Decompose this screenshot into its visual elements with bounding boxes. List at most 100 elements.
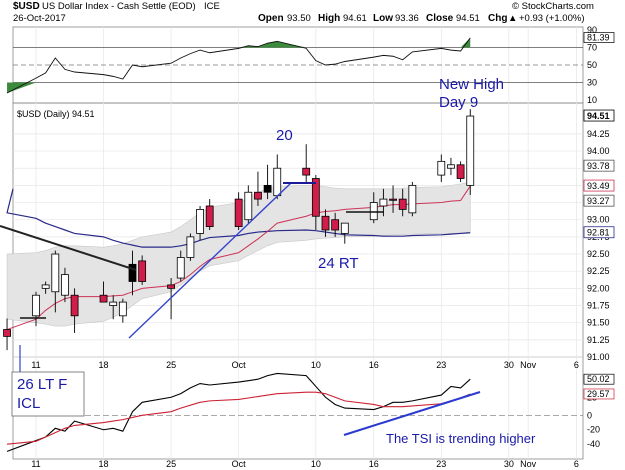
candle-body — [331, 219, 340, 231]
x-tick-label: 16 — [369, 459, 379, 469]
price-chart-title: $USD (Daily) 94.51 — [17, 109, 95, 119]
tsi-panel — [6, 372, 583, 452]
price-candle — [118, 298, 127, 323]
tsi-trendline — [343, 391, 481, 436]
candle-body — [369, 202, 378, 221]
price-candle — [99, 281, 108, 303]
price-candle — [3, 318, 11, 351]
candle-body — [118, 301, 127, 317]
annotation-24-rt: 24 RT — [318, 255, 359, 272]
rsi-tick-label: 30 — [587, 78, 597, 88]
price-tag-box — [583, 159, 615, 172]
x-tick-label: 6 — [574, 360, 579, 370]
x-tick-label: 11 — [31, 459, 40, 469]
annotation-new-high: New High — [439, 76, 504, 93]
price-candle — [456, 161, 465, 182]
candle-body — [273, 167, 282, 197]
price-candle — [176, 250, 185, 282]
candle-body — [186, 236, 195, 258]
candle-body — [379, 198, 388, 207]
tsi-tick-label: -40 — [587, 439, 600, 449]
candle-body — [51, 253, 60, 293]
x-tick-label: 18 — [99, 360, 109, 370]
x-tick-label: 30 — [504, 360, 514, 370]
y-tick-label: 91.50 — [587, 318, 610, 328]
x-tick-label: 30 — [504, 459, 514, 469]
y-tick-label: 92.50 — [587, 249, 610, 259]
price-panel — [3, 109, 475, 351]
rsi-tick-label: 50 — [587, 60, 597, 70]
candle-body — [61, 274, 69, 296]
candle-body — [41, 284, 50, 289]
tsi-value-box — [583, 388, 615, 400]
x-tick-label: Oct — [232, 459, 247, 469]
high-label: High — [318, 13, 340, 24]
tsi-value-label: 50.02 — [587, 374, 610, 384]
axes: 11 11 18 18 25 25 Oct Oct 10 10 16 16 23 23 30 30 Nov Nov… — [31, 25, 615, 469]
price-candle — [340, 222, 349, 244]
price-tag-label: 93.49 — [587, 181, 610, 191]
open-value: 93.50 — [287, 13, 311, 24]
price-tag-label: 93.27 — [587, 196, 610, 206]
candle-body — [302, 167, 311, 176]
candle-body — [196, 209, 204, 234]
price-candle — [311, 175, 320, 230]
price-candle — [263, 164, 272, 200]
y-tick-label: 91.75 — [587, 301, 610, 311]
low-value: 93.36 — [395, 13, 419, 24]
rsi-line — [6, 37, 471, 94]
price-tag-label: 92.81 — [587, 228, 610, 238]
x-tick-label: 10 — [311, 459, 321, 469]
trendline-uptrend — [128, 182, 292, 339]
y-tick-label: 94.25 — [587, 129, 610, 139]
annotation-20: 20 — [276, 127, 293, 144]
tsi-signal-line — [6, 391, 471, 445]
candle-body — [32, 294, 40, 317]
chart-name: US Dollar Index - Cash Settle (EOD) — [42, 1, 196, 12]
grid-lines — [13, 27, 583, 459]
candle-body — [254, 191, 262, 200]
cycle-note-box — [11, 371, 85, 417]
price-candle — [196, 205, 204, 241]
moving-average-short — [6, 185, 471, 331]
y-tick-label: 91.00 — [587, 352, 610, 362]
tsi-value-box — [583, 373, 615, 385]
price-candle — [51, 250, 60, 313]
price-candle — [273, 154, 282, 200]
x-tick-label: Oct — [232, 360, 247, 370]
rsi-value-box — [583, 32, 615, 43]
rsi-value-label: 81.39 — [587, 33, 610, 43]
annotation-tsi-note: The TSI is trending higher — [386, 431, 536, 446]
chg-value: +0.93 (+1.00%) — [519, 13, 585, 24]
copyright: © StockCharts.com — [512, 1, 594, 12]
price-candle — [205, 199, 214, 230]
chart-exchange: ICE — [204, 1, 220, 12]
close-label: Close — [426, 13, 454, 24]
x-tick-label: 25 — [166, 360, 176, 370]
candle-body — [466, 115, 475, 186]
x-tick-label: 11 — [31, 360, 40, 370]
x-tick-label: 16 — [369, 360, 379, 370]
annotation-icl: ICL — [17, 395, 40, 412]
y-tick-label: 91.25 — [587, 335, 610, 345]
candle-body — [321, 215, 330, 231]
candle-body — [70, 294, 79, 317]
chg-label: Chg — [488, 13, 507, 24]
price-candle — [466, 109, 475, 195]
price-candle — [70, 288, 79, 333]
price-candle — [398, 188, 407, 217]
price-candle — [331, 212, 340, 237]
price-candle — [128, 250, 137, 296]
price-candle — [61, 267, 69, 303]
candle-body — [447, 164, 455, 169]
price-tag-label: 93.78 — [587, 161, 610, 171]
candle-body — [3, 329, 11, 337]
x-tick-label: Nov — [520, 360, 537, 370]
annotation-26-lt-f: 26 LT F — [17, 376, 67, 393]
price-candle — [109, 295, 118, 320]
candle-body — [244, 191, 253, 221]
price-candle — [138, 255, 147, 285]
open-label: Open — [258, 13, 284, 24]
tsi-tick-label: 0 — [587, 410, 592, 420]
price-candle — [437, 154, 446, 182]
